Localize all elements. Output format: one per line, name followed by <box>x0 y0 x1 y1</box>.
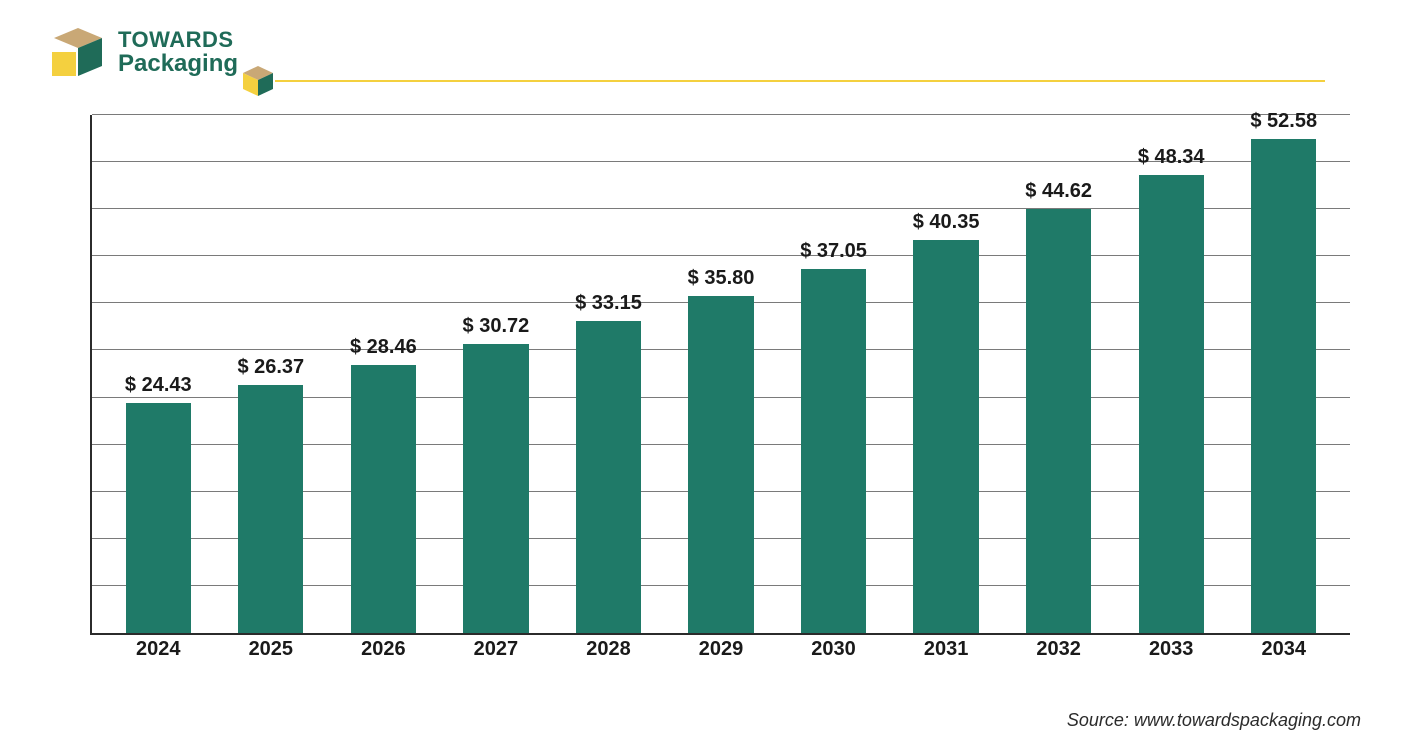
chart-container: TOWARDS Packaging $ 24.43$ 26.37$ 28.46$… <box>0 0 1401 751</box>
bar-value-label: $ 24.43 <box>102 374 215 397</box>
bar-slot: $ 52.58 <box>1227 115 1340 633</box>
bar <box>1139 175 1204 633</box>
bar-value-label: $ 52.58 <box>1227 110 1340 133</box>
x-tick-label: 2034 <box>1227 638 1340 678</box>
accent-divider <box>275 80 1325 82</box>
bar-value-label: $ 48.34 <box>1115 146 1228 169</box>
bar <box>801 269 866 633</box>
bar-slot: $ 30.72 <box>440 115 553 633</box>
bar <box>238 385 303 633</box>
bar-value-label: $ 26.37 <box>215 356 328 379</box>
bar-value-label: $ 30.72 <box>440 315 553 338</box>
bar <box>463 344 528 633</box>
x-tick-label: 2026 <box>327 638 440 678</box>
logo-icon <box>50 24 106 80</box>
bar <box>688 296 753 633</box>
x-tick-label: 2032 <box>1002 638 1115 678</box>
bar-slot: $ 48.34 <box>1115 115 1228 633</box>
x-tick-label: 2024 <box>102 638 215 678</box>
bar-value-label: $ 35.80 <box>665 267 778 290</box>
bar-slot: $ 33.15 <box>552 115 665 633</box>
x-tick-label: 2030 <box>777 638 890 678</box>
plot-area: $ 24.43$ 26.37$ 28.46$ 30.72$ 33.15$ 35.… <box>90 115 1350 635</box>
bar-slot: $ 37.05 <box>777 115 890 633</box>
bar-value-label: $ 33.15 <box>552 292 665 315</box>
x-tick-label: 2031 <box>890 638 1003 678</box>
bar-value-label: $ 40.35 <box>890 211 1003 234</box>
logo-text: TOWARDS Packaging <box>118 28 238 76</box>
bar-slot: $ 35.80 <box>665 115 778 633</box>
x-tick-label: 2025 <box>215 638 328 678</box>
bar <box>351 365 416 633</box>
x-tick-label: 2027 <box>440 638 553 678</box>
accent-icon <box>240 62 276 98</box>
x-axis: 2024202520262027202820292030203120322033… <box>92 638 1350 678</box>
bar-slot: $ 26.37 <box>215 115 328 633</box>
bar-slot: $ 44.62 <box>1002 115 1115 633</box>
bar-slot: $ 24.43 <box>102 115 215 633</box>
bar-chart: $ 24.43$ 26.37$ 28.46$ 30.72$ 33.15$ 35.… <box>90 115 1350 685</box>
bar-value-label: $ 44.62 <box>1002 180 1115 203</box>
bar <box>126 403 191 633</box>
bar-slot: $ 28.46 <box>327 115 440 633</box>
bar-value-label: $ 37.05 <box>777 240 890 263</box>
x-tick-label: 2033 <box>1115 638 1228 678</box>
bar <box>913 240 978 633</box>
bar-value-label: $ 28.46 <box>327 336 440 359</box>
bar-slot: $ 40.35 <box>890 115 1003 633</box>
x-tick-label: 2028 <box>552 638 665 678</box>
bar <box>1026 209 1091 633</box>
bars-group: $ 24.43$ 26.37$ 28.46$ 30.72$ 33.15$ 35.… <box>92 115 1350 633</box>
logo-text-bottom: Packaging <box>118 51 238 76</box>
bar <box>1251 139 1316 633</box>
x-tick-label: 2029 <box>665 638 778 678</box>
bar <box>576 321 641 633</box>
logo-text-top: TOWARDS <box>118 28 238 51</box>
source-attribution: Source: www.towardspackaging.com <box>1067 710 1361 731</box>
